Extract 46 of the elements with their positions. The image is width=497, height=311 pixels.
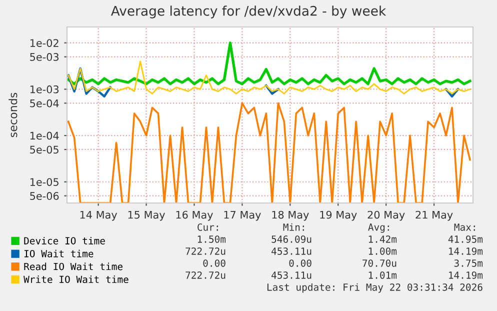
text: Cur: <box>198 223 218 231</box>
text: 722.72u <box>186 247 226 255</box>
x-tick-label: 16 May <box>176 210 213 221</box>
y-tick-label: 1e-04 <box>30 132 59 140</box>
x-tick-label: 18 May <box>272 210 309 221</box>
text: 14.19m <box>449 247 483 255</box>
legend-label: Write IO Wait time <box>24 276 128 284</box>
text: 70.70u <box>362 259 396 267</box>
y-tick-label: 5e-05 <box>30 146 58 154</box>
legend-label: Device IO time <box>24 236 105 244</box>
y-tick-label: 5e-06 <box>30 192 59 200</box>
x-tick-label: 17 May <box>224 210 261 221</box>
text: 453.11u <box>272 247 312 255</box>
text: 453.11u <box>272 271 312 279</box>
text: 0.00 <box>289 259 312 267</box>
text: 1.00m <box>368 247 397 255</box>
text: 14.19m <box>449 271 483 279</box>
text: 0.00 <box>203 259 226 267</box>
x-tick-label: 15 May <box>128 210 166 221</box>
line-series <box>68 60 471 94</box>
line-series <box>67 42 472 86</box>
legend-label: IO Wait time <box>24 250 94 258</box>
legend-label: Read IO Wait time <box>24 262 122 270</box>
x-tick-label: 14 May <box>80 210 118 221</box>
y-tick-label: 1e-02 <box>30 39 58 47</box>
line-series <box>67 102 471 203</box>
y-axis-title: seconds <box>8 92 18 138</box>
text: 722.72u <box>186 271 226 279</box>
text: 41.95m <box>448 235 483 243</box>
text: 1.01m <box>368 271 397 279</box>
chart-title: Average latency for /dev/xvda2 - by week <box>110 6 386 18</box>
x-tick-label: 19 May <box>320 210 357 221</box>
y-tick-label: 5e-03 <box>30 53 59 61</box>
text: 1.50m <box>198 235 226 243</box>
y-tick-label: 1e-05 <box>30 178 58 186</box>
text: Avg: <box>368 224 389 233</box>
text: Max: <box>454 224 475 231</box>
y-tick-label: 1e-03 <box>30 85 59 94</box>
text: 1.42m <box>368 235 397 243</box>
x-tick-label: 20 May <box>368 210 405 221</box>
y-tick-label: 5e-04 <box>30 99 59 108</box>
text: 3.75m <box>454 259 483 267</box>
text: Min: <box>283 223 304 231</box>
text: 546.09u <box>272 235 312 243</box>
text: Last update: Fri May 22 03:31:34 2026 <box>267 283 482 293</box>
x-tick-label: 21 May <box>416 210 453 221</box>
